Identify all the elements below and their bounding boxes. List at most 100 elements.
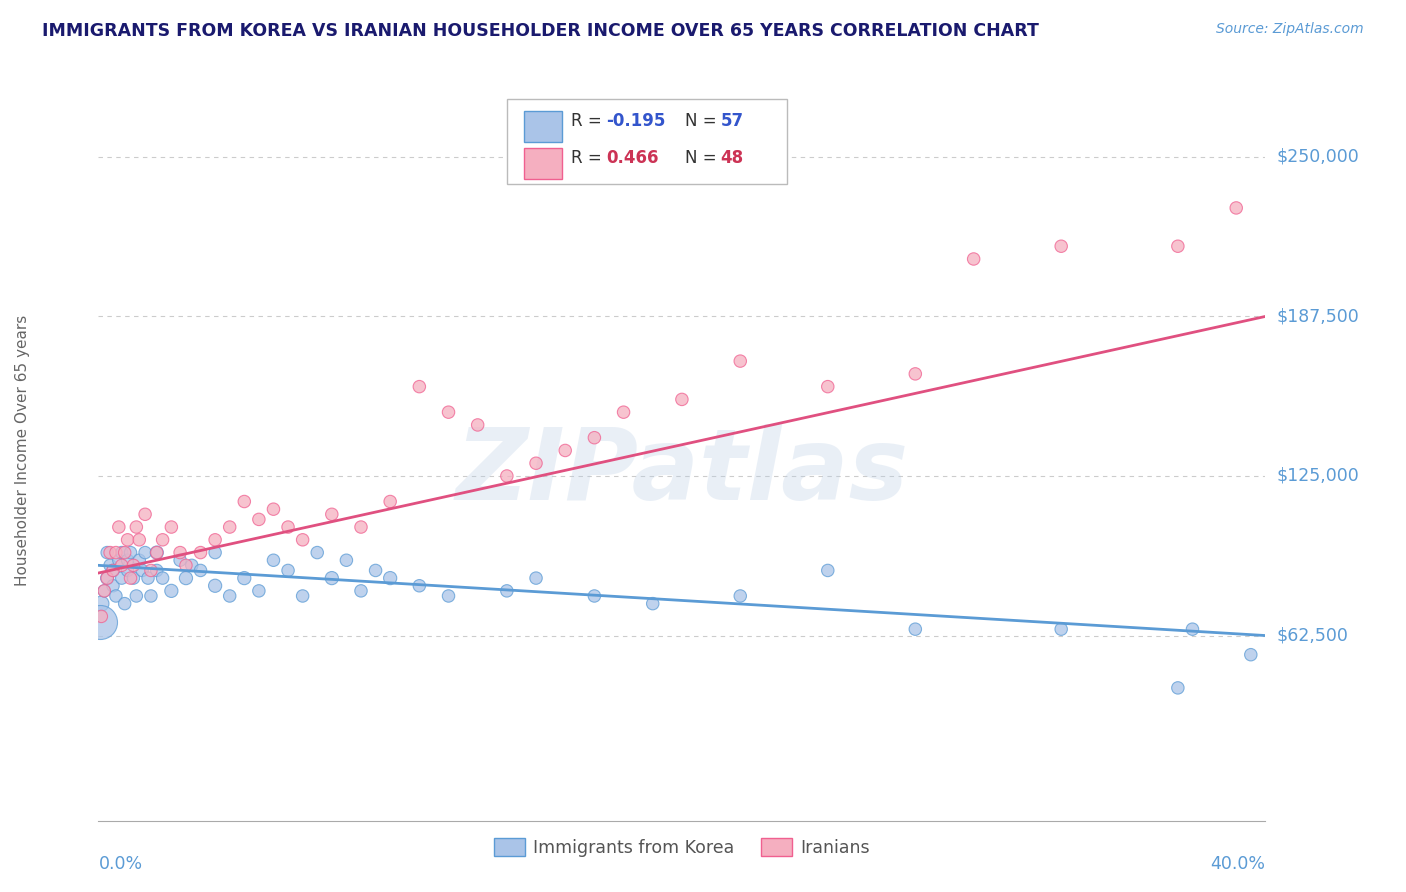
Point [114,545,136,559]
Point [128,553,150,567]
Point [1225,201,1247,215]
Point [233,494,256,508]
Point [218,589,240,603]
Point [263,502,285,516]
Point [263,553,285,567]
Point [146,545,169,559]
Point [380,571,402,585]
Point [139,564,162,578]
Text: IMMIGRANTS FROM KOREA VS IRANIAN HOUSEHOLDER INCOME OVER 65 YEARS CORRELATION CH: IMMIGRANTS FROM KOREA VS IRANIAN HOUSEHO… [42,22,1039,40]
Point [111,545,134,559]
Legend: Immigrants from Korea, Iranians: Immigrants from Korea, Iranians [486,831,877,863]
Point [114,597,136,611]
Point [335,553,357,567]
Point [671,392,693,407]
Point [350,583,373,598]
Point [307,545,329,559]
Point [93,583,115,598]
Point [117,553,139,567]
Point [174,571,197,585]
Point [96,571,118,585]
Point [146,564,169,578]
Point [152,571,174,585]
Point [108,553,131,567]
Point [104,589,127,603]
Text: -0.195: -0.195 [606,112,665,130]
Point [131,564,153,578]
Point [962,252,984,266]
Point [233,571,256,585]
Point [160,520,183,534]
Point [437,405,460,419]
Point [134,545,156,559]
Point [146,545,169,559]
Point [96,571,118,585]
FancyBboxPatch shape [524,148,562,179]
Point [108,520,131,534]
Point [380,494,402,508]
Point [174,558,197,573]
Point [364,564,387,578]
Point [139,589,162,603]
Text: 40.0%: 40.0% [1211,855,1265,873]
Point [117,533,139,547]
Text: ZIPatlas: ZIPatlas [456,425,908,521]
Point [117,564,139,578]
Point [111,571,134,585]
Point [904,622,927,636]
Text: 0.466: 0.466 [606,149,658,167]
Point [98,545,121,559]
Point [204,545,226,559]
Point [904,367,927,381]
Text: N =: N = [685,149,723,167]
Point [180,558,202,573]
Point [524,456,547,470]
Point [408,579,430,593]
Point [125,520,148,534]
Point [291,589,314,603]
Text: Source: ZipAtlas.com: Source: ZipAtlas.com [1216,22,1364,37]
Point [120,545,142,559]
Point [136,571,159,585]
Point [730,589,752,603]
Point [730,354,752,368]
Text: 57: 57 [720,112,744,130]
Point [104,545,127,559]
Text: $62,500: $62,500 [1277,626,1348,645]
Point [321,508,343,522]
Point [321,571,343,585]
Point [613,405,636,419]
Point [496,469,519,483]
Point [93,583,115,598]
Text: R =: R = [571,112,607,130]
Point [1240,648,1263,662]
Point [190,545,212,559]
Point [204,579,226,593]
Point [120,571,142,585]
Point [218,520,240,534]
Point [247,583,270,598]
Text: $125,000: $125,000 [1277,467,1360,485]
Point [817,379,839,393]
Point [291,533,314,547]
Point [98,558,121,573]
Point [437,589,460,603]
Point [122,558,145,573]
Point [101,579,124,593]
Point [190,564,212,578]
Point [169,545,191,559]
Point [122,571,145,585]
Text: 48: 48 [720,149,744,167]
Text: Householder Income Over 65 years: Householder Income Over 65 years [14,315,30,586]
Point [111,558,134,573]
Point [90,609,112,624]
Point [817,564,839,578]
Point [1050,622,1073,636]
Point [134,508,156,522]
Point [554,443,576,458]
Point [467,417,489,432]
Point [247,512,270,526]
Point [128,533,150,547]
Point [583,431,606,445]
Point [101,564,124,578]
